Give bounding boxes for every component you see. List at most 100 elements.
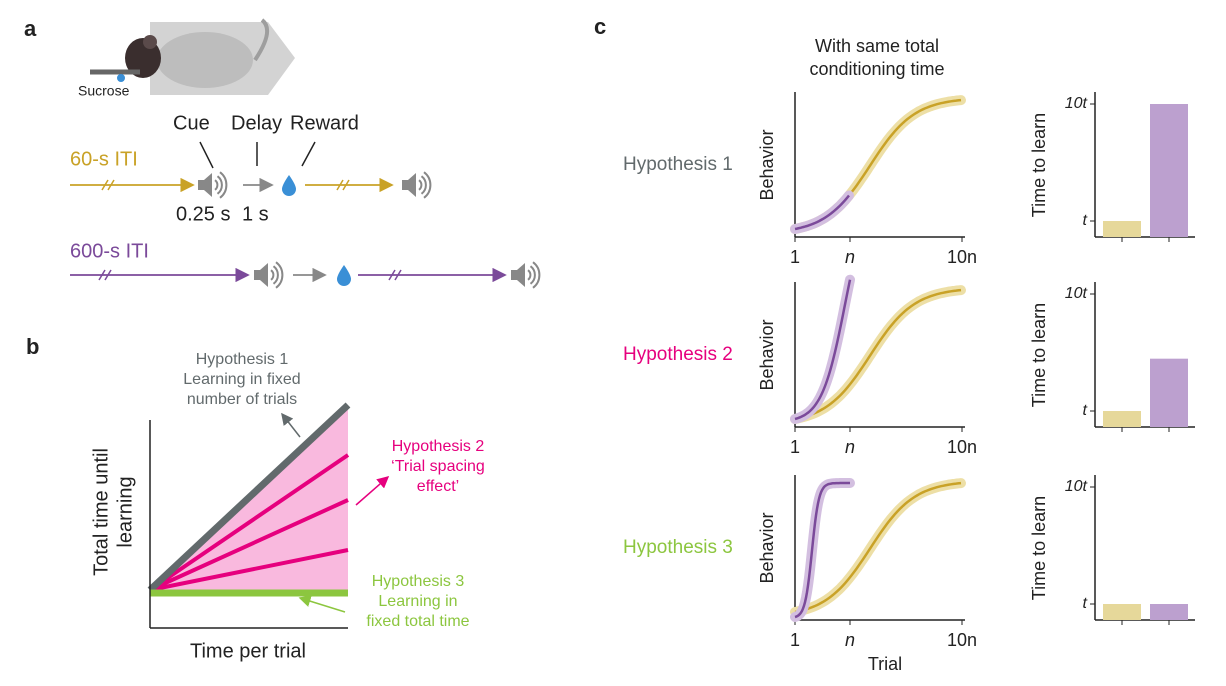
curve [794, 194, 850, 231]
hypothesis-text: ‘Trial spacing [391, 458, 485, 475]
y-tick-label: 10t [1065, 95, 1088, 112]
panel-label: a [24, 16, 37, 41]
x-tick-label: n [845, 437, 855, 457]
panel-title: conditioning time [809, 59, 944, 79]
row-label: Hypothesis 3 [623, 537, 733, 558]
label: Sucrose [78, 83, 130, 99]
axis-title: Behavior [757, 512, 777, 583]
speaker-body [511, 270, 517, 280]
curve [794, 98, 962, 231]
speaker-wave [418, 179, 423, 191]
label: 0.25 s [176, 203, 230, 225]
iti-label: 60-s ITI [70, 148, 138, 170]
x-tick-label: 1 [790, 437, 800, 457]
bar [1150, 604, 1188, 620]
panel-label: c [594, 14, 606, 39]
row-label: Hypothesis 1 [623, 154, 733, 175]
speaker-wave [216, 175, 223, 195]
curve [794, 288, 962, 421]
row-label: Hypothesis 2 [623, 344, 733, 365]
break-mark [104, 269, 112, 281]
speaker-wave [270, 269, 275, 281]
x-tick-label: 1 [790, 247, 800, 267]
break-mark [394, 269, 402, 281]
water-drop [282, 175, 296, 196]
break-mark [98, 269, 106, 281]
curve [794, 279, 852, 421]
bar [1150, 358, 1188, 427]
break-mark [107, 179, 115, 191]
speaker-icon [511, 261, 541, 289]
hypothesis-title: Hypothesis 3 [372, 573, 465, 590]
axis-title: Behavior [757, 129, 777, 200]
curve-halo [790, 95, 966, 234]
speaker-icon [254, 261, 284, 289]
speaker-wave [532, 261, 541, 289]
axis-title: Time to learn [1029, 303, 1049, 407]
hypothesis-text: effect’ [417, 478, 459, 495]
water-drop [337, 265, 351, 286]
speaker-wave [272, 265, 279, 285]
x-tick-label: 10n [947, 630, 977, 650]
hypothesis-title: Hypothesis 2 [392, 438, 485, 455]
pointer-line [301, 141, 316, 167]
speaker-wave [219, 171, 228, 199]
speaker-cone [517, 263, 525, 287]
speaker-cone [260, 263, 268, 287]
speaker-icon [198, 171, 228, 199]
curve [794, 481, 850, 619]
bar [1150, 104, 1188, 237]
label: 1 s [242, 203, 269, 225]
speaker-body [402, 180, 408, 190]
speaker-cone [408, 173, 416, 197]
x-tick-label: 1 [790, 630, 800, 650]
speaker-wave [275, 261, 284, 289]
hypothesis-text: Learning in fixed [183, 371, 300, 388]
x-tick-label: n [845, 630, 855, 650]
panel-b-plot [147, 402, 390, 629]
x-tick-label: 10n [947, 247, 977, 267]
speaker-body [198, 180, 204, 190]
axis-title: Trial [868, 654, 902, 674]
y-tick-label: 10t [1065, 285, 1088, 302]
bar [1103, 411, 1141, 427]
break-mark [342, 179, 350, 191]
hypothesis-text: number of trials [187, 391, 297, 408]
break-mark [336, 179, 344, 191]
panel-label: b [26, 334, 39, 359]
speaker-wave [214, 179, 219, 191]
hypothesis-title: Hypothesis 1 [196, 351, 289, 368]
y-tick-label: 10t [1065, 478, 1088, 495]
axis-title: learning [114, 476, 136, 547]
bar [1103, 221, 1141, 237]
label: Reward [290, 112, 359, 134]
x-tick-label: n [845, 247, 855, 267]
break-mark [101, 179, 109, 191]
y-tick-label: t [1083, 212, 1088, 229]
axis-title: Time per trial [190, 640, 306, 662]
hypothesis-text: Learning in [378, 593, 457, 610]
label: Cue [173, 112, 210, 134]
axis-title: Total time until [90, 448, 112, 576]
curve [794, 481, 962, 614]
speaker-icon [402, 171, 432, 199]
speaker-cone [204, 173, 212, 197]
speaker-body [254, 270, 260, 280]
hypothesis-text: fixed total time [366, 613, 469, 630]
speaker-wave [420, 175, 427, 195]
bar [1103, 604, 1141, 620]
iti-label: 600-s ITI [70, 240, 149, 262]
break-mark [388, 269, 396, 281]
label: Delay [231, 112, 282, 134]
speaker-wave [527, 269, 532, 281]
axis-title: Behavior [757, 319, 777, 390]
x-tick-label: 10n [947, 437, 977, 457]
mouse-illustration [90, 18, 295, 95]
panel-title: With same total [815, 36, 939, 56]
y-tick-label: t [1083, 595, 1088, 612]
axis-title: Time to learn [1029, 113, 1049, 217]
pointer-line [199, 141, 214, 169]
speaker-wave [423, 171, 432, 199]
y-tick-label: t [1083, 402, 1088, 419]
